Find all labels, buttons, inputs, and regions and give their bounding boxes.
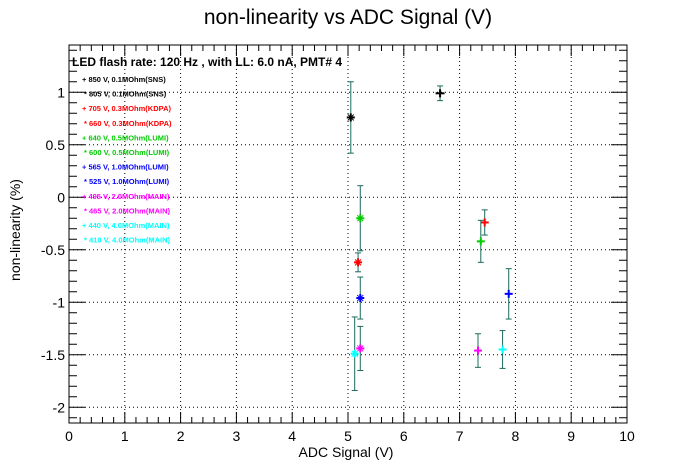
x-tick-label: 8	[512, 428, 520, 444]
x-tick-label: 1	[121, 428, 129, 444]
legend-entry-label: + 440 V, 4.0MOhm(MAIN)	[82, 221, 170, 230]
x-tick-label: 10	[619, 428, 635, 444]
y-tick-label: 0	[57, 189, 65, 205]
chart-title: non-linearity vs ADC Signal (V)	[204, 6, 492, 29]
legend-entry-label: + 640 V, 0.5MOhm(LUMI)	[82, 133, 169, 142]
legend-entry-label: * 805 V, 0.1MOhm(SNS)	[84, 90, 167, 99]
tick-labels: 0 1 2 3 4 5 6 7 8 9 10 1 0.5 0 -0.5 -1 -1.5 -2	[41, 84, 635, 444]
legend-entry-label: * 525 V, 1.0MOhm(LUMI)	[84, 177, 170, 186]
grid	[69, 45, 627, 423]
legend-entry-label: + 495 V, 2.0MOhm(MAIN)	[82, 192, 170, 201]
legend-entry-label: * 410 V, 4.0MOhm(MAIN)	[84, 236, 170, 245]
legend-entry-label: + 850 V, 0.1MOhm(SNS)	[82, 75, 166, 84]
x-tick-label: 6	[400, 428, 408, 444]
data-points	[346, 81, 513, 391]
x-axis-label: ADC Signal (V)	[299, 444, 394, 460]
legend-entry-label: + 565 V, 1.0MOhm(LUMI)	[82, 163, 169, 172]
data-point-diag	[356, 214, 364, 222]
x-tick-label: 2	[177, 428, 185, 444]
legend: + 850 V, 0.1MOhm(SNS) * 805 V, 0.1MOhm(SN…	[82, 75, 172, 245]
x-tick-label: 0	[65, 428, 73, 444]
legend-entry-label: * 465 V, 2.0MOhm(MAIN)	[84, 206, 170, 215]
data-point-diag	[351, 350, 359, 358]
y-tick-label: -1.5	[41, 347, 65, 363]
y-axis-label: non-linearity (%)	[7, 179, 23, 281]
x-tick-label: 7	[456, 428, 464, 444]
annotation-text: LED flash rate: 120 Hz , with LL: 6.0 nA…	[72, 55, 342, 69]
legend-entry-label: * 600 V, 0.5MOhm(LUMI)	[84, 148, 170, 157]
legend-entry-label: + 705 V, 0.3MOhm(KDPA)	[82, 104, 171, 113]
x-tick-label: 4	[288, 428, 296, 444]
x-tick-label: 9	[567, 428, 575, 444]
y-tick-label: -1	[53, 294, 66, 310]
x-tick-label: 3	[233, 428, 241, 444]
data-point-diag	[347, 114, 355, 121]
y-tick-label: -2	[53, 399, 66, 415]
axis-ticks	[68, 45, 628, 423]
data-point-diag	[356, 345, 364, 352]
data-point-diag	[354, 258, 362, 266]
y-tick-label: 0.5	[46, 137, 66, 153]
y-tick-label: 1	[57, 84, 65, 100]
y-tick-label: -0.5	[41, 242, 65, 258]
legend-entry-label: * 660 V, 0.3MOhm(KDPA)	[84, 119, 172, 128]
data-point-diag	[356, 294, 364, 302]
x-tick-label: 5	[344, 428, 352, 444]
